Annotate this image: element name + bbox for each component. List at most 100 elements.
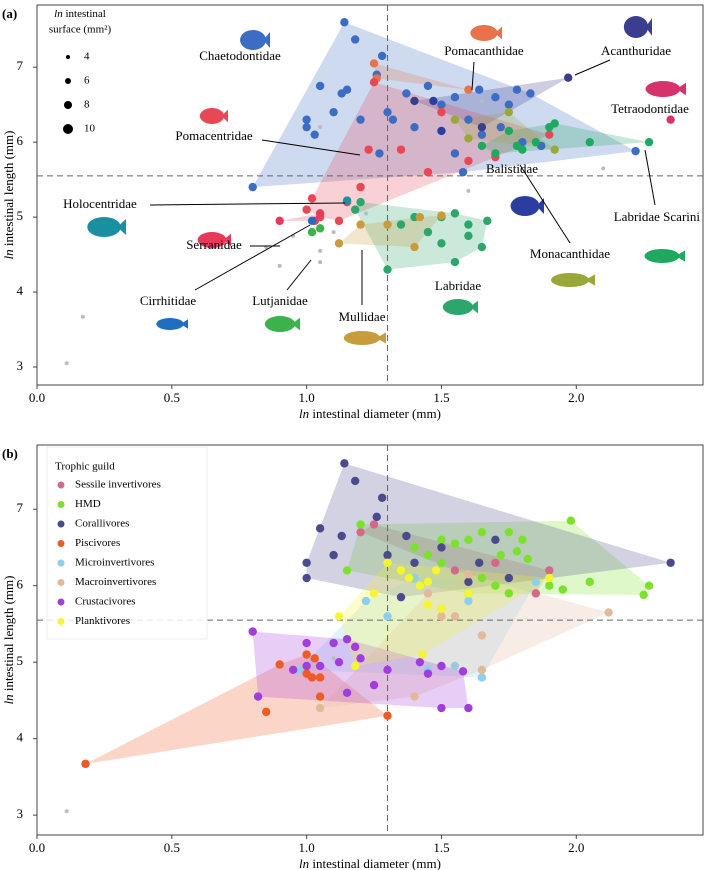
data-point (350, 205, 360, 214)
plot-frame (36, 444, 704, 836)
x-tick-label: 1.0 (299, 390, 315, 405)
data-point (479, 98, 484, 103)
data-point (315, 524, 325, 533)
family-label: Balistidae (486, 161, 538, 176)
data-point (388, 115, 398, 124)
panel: (b) 0.0 0.5 1.0 1.5 2.0 3 4 5 6 7 ln intestinal dia… (1, 444, 704, 870)
family-label: Pomacanthidae (444, 43, 524, 58)
data-point (334, 239, 344, 248)
data-point (491, 558, 500, 567)
data-point (545, 581, 554, 590)
family-label: Pomacentridae (175, 128, 252, 143)
data-point (410, 692, 419, 701)
legend-key (57, 520, 65, 528)
data-point (329, 550, 338, 560)
data-point (450, 209, 460, 218)
data-point (340, 459, 349, 468)
data-point (396, 220, 406, 229)
data-point (437, 612, 446, 621)
data-point (81, 759, 90, 769)
data-point (585, 577, 594, 587)
fish-icon-tail (494, 26, 502, 40)
data-point (464, 589, 473, 598)
data-point (253, 692, 263, 701)
data-point (248, 627, 257, 636)
data-point (356, 520, 365, 529)
data-point (350, 642, 360, 652)
legend-label: Piscivores (75, 537, 120, 549)
x-tick-label: 1.5 (433, 390, 449, 405)
y-axis-label: ln intestinal length (mm) (1, 576, 16, 705)
fish-icon (156, 318, 184, 330)
leader-line (286, 259, 312, 291)
x-axis-label-italic: ln (299, 406, 309, 421)
legend-box (46, 446, 208, 640)
leader-line (261, 139, 361, 156)
data-point (504, 126, 514, 136)
data-point (475, 85, 484, 94)
data-point (437, 100, 446, 109)
data-point (423, 600, 433, 610)
data-point (450, 115, 460, 124)
x-axis-label-text: intestinal diameter (mm) (312, 406, 441, 421)
data-point (302, 558, 311, 567)
fish-icon-tail (585, 274, 595, 286)
data-point (464, 220, 473, 229)
y-tick-label: 7 (17, 58, 24, 73)
y-tick-label: 3 (17, 358, 24, 373)
data-point (415, 212, 425, 222)
data-point (518, 145, 527, 154)
data-point (410, 242, 419, 252)
convex-hull (85, 654, 388, 764)
x-axis-label: ln intestinal diameter (mm) (299, 406, 441, 421)
data-point (315, 661, 325, 671)
data-point (504, 107, 514, 117)
legend-label: Microinvertivores (75, 557, 154, 569)
data-point (334, 216, 344, 226)
size-legend-key (64, 101, 72, 109)
y-tick-label: 3 (17, 806, 24, 821)
data-point (483, 216, 492, 226)
data-point (363, 211, 368, 216)
leader-line (149, 202, 346, 206)
data-point (450, 539, 460, 548)
x-tick-label: 2.0 (568, 840, 584, 855)
fish-icon (551, 273, 589, 287)
convex-hull (306, 82, 550, 221)
data-point (477, 673, 487, 682)
data-point (342, 635, 352, 644)
data-point (377, 493, 387, 502)
leader-line (519, 164, 571, 244)
data-point (437, 107, 446, 117)
size-legend-label: 6 (84, 75, 90, 87)
data-point (437, 661, 446, 671)
data-point (512, 85, 522, 94)
data-point (415, 581, 425, 590)
legend-key (57, 501, 65, 508)
data-point (356, 654, 365, 663)
legend-label: HMD (75, 498, 101, 510)
data-point (315, 224, 325, 233)
family-label: Chaetodontidae (199, 48, 281, 63)
family-label: Lutjanidae (252, 293, 308, 308)
size-legend-key (65, 78, 71, 84)
data-point (644, 581, 654, 590)
x-tick-label: 0.5 (164, 390, 180, 405)
y-tick-label: 5 (17, 208, 24, 223)
legend-key (57, 579, 65, 586)
y-axis-label-italic: ln (1, 694, 16, 704)
data-point (504, 573, 514, 583)
fish-icon (644, 249, 680, 263)
size-legend-title-text: intestinal (65, 8, 105, 20)
leader-line (194, 224, 311, 291)
fish-icon (343, 331, 381, 345)
family-label: Cirrhitidae (140, 293, 197, 308)
convex-hull (355, 202, 488, 270)
data-point (383, 612, 392, 621)
data-point (531, 577, 541, 587)
data-point (477, 130, 487, 139)
x-axis-label-italic: ln (299, 856, 309, 870)
legend-label: Corallivores (75, 518, 129, 530)
fish-icon-tail (221, 109, 228, 123)
